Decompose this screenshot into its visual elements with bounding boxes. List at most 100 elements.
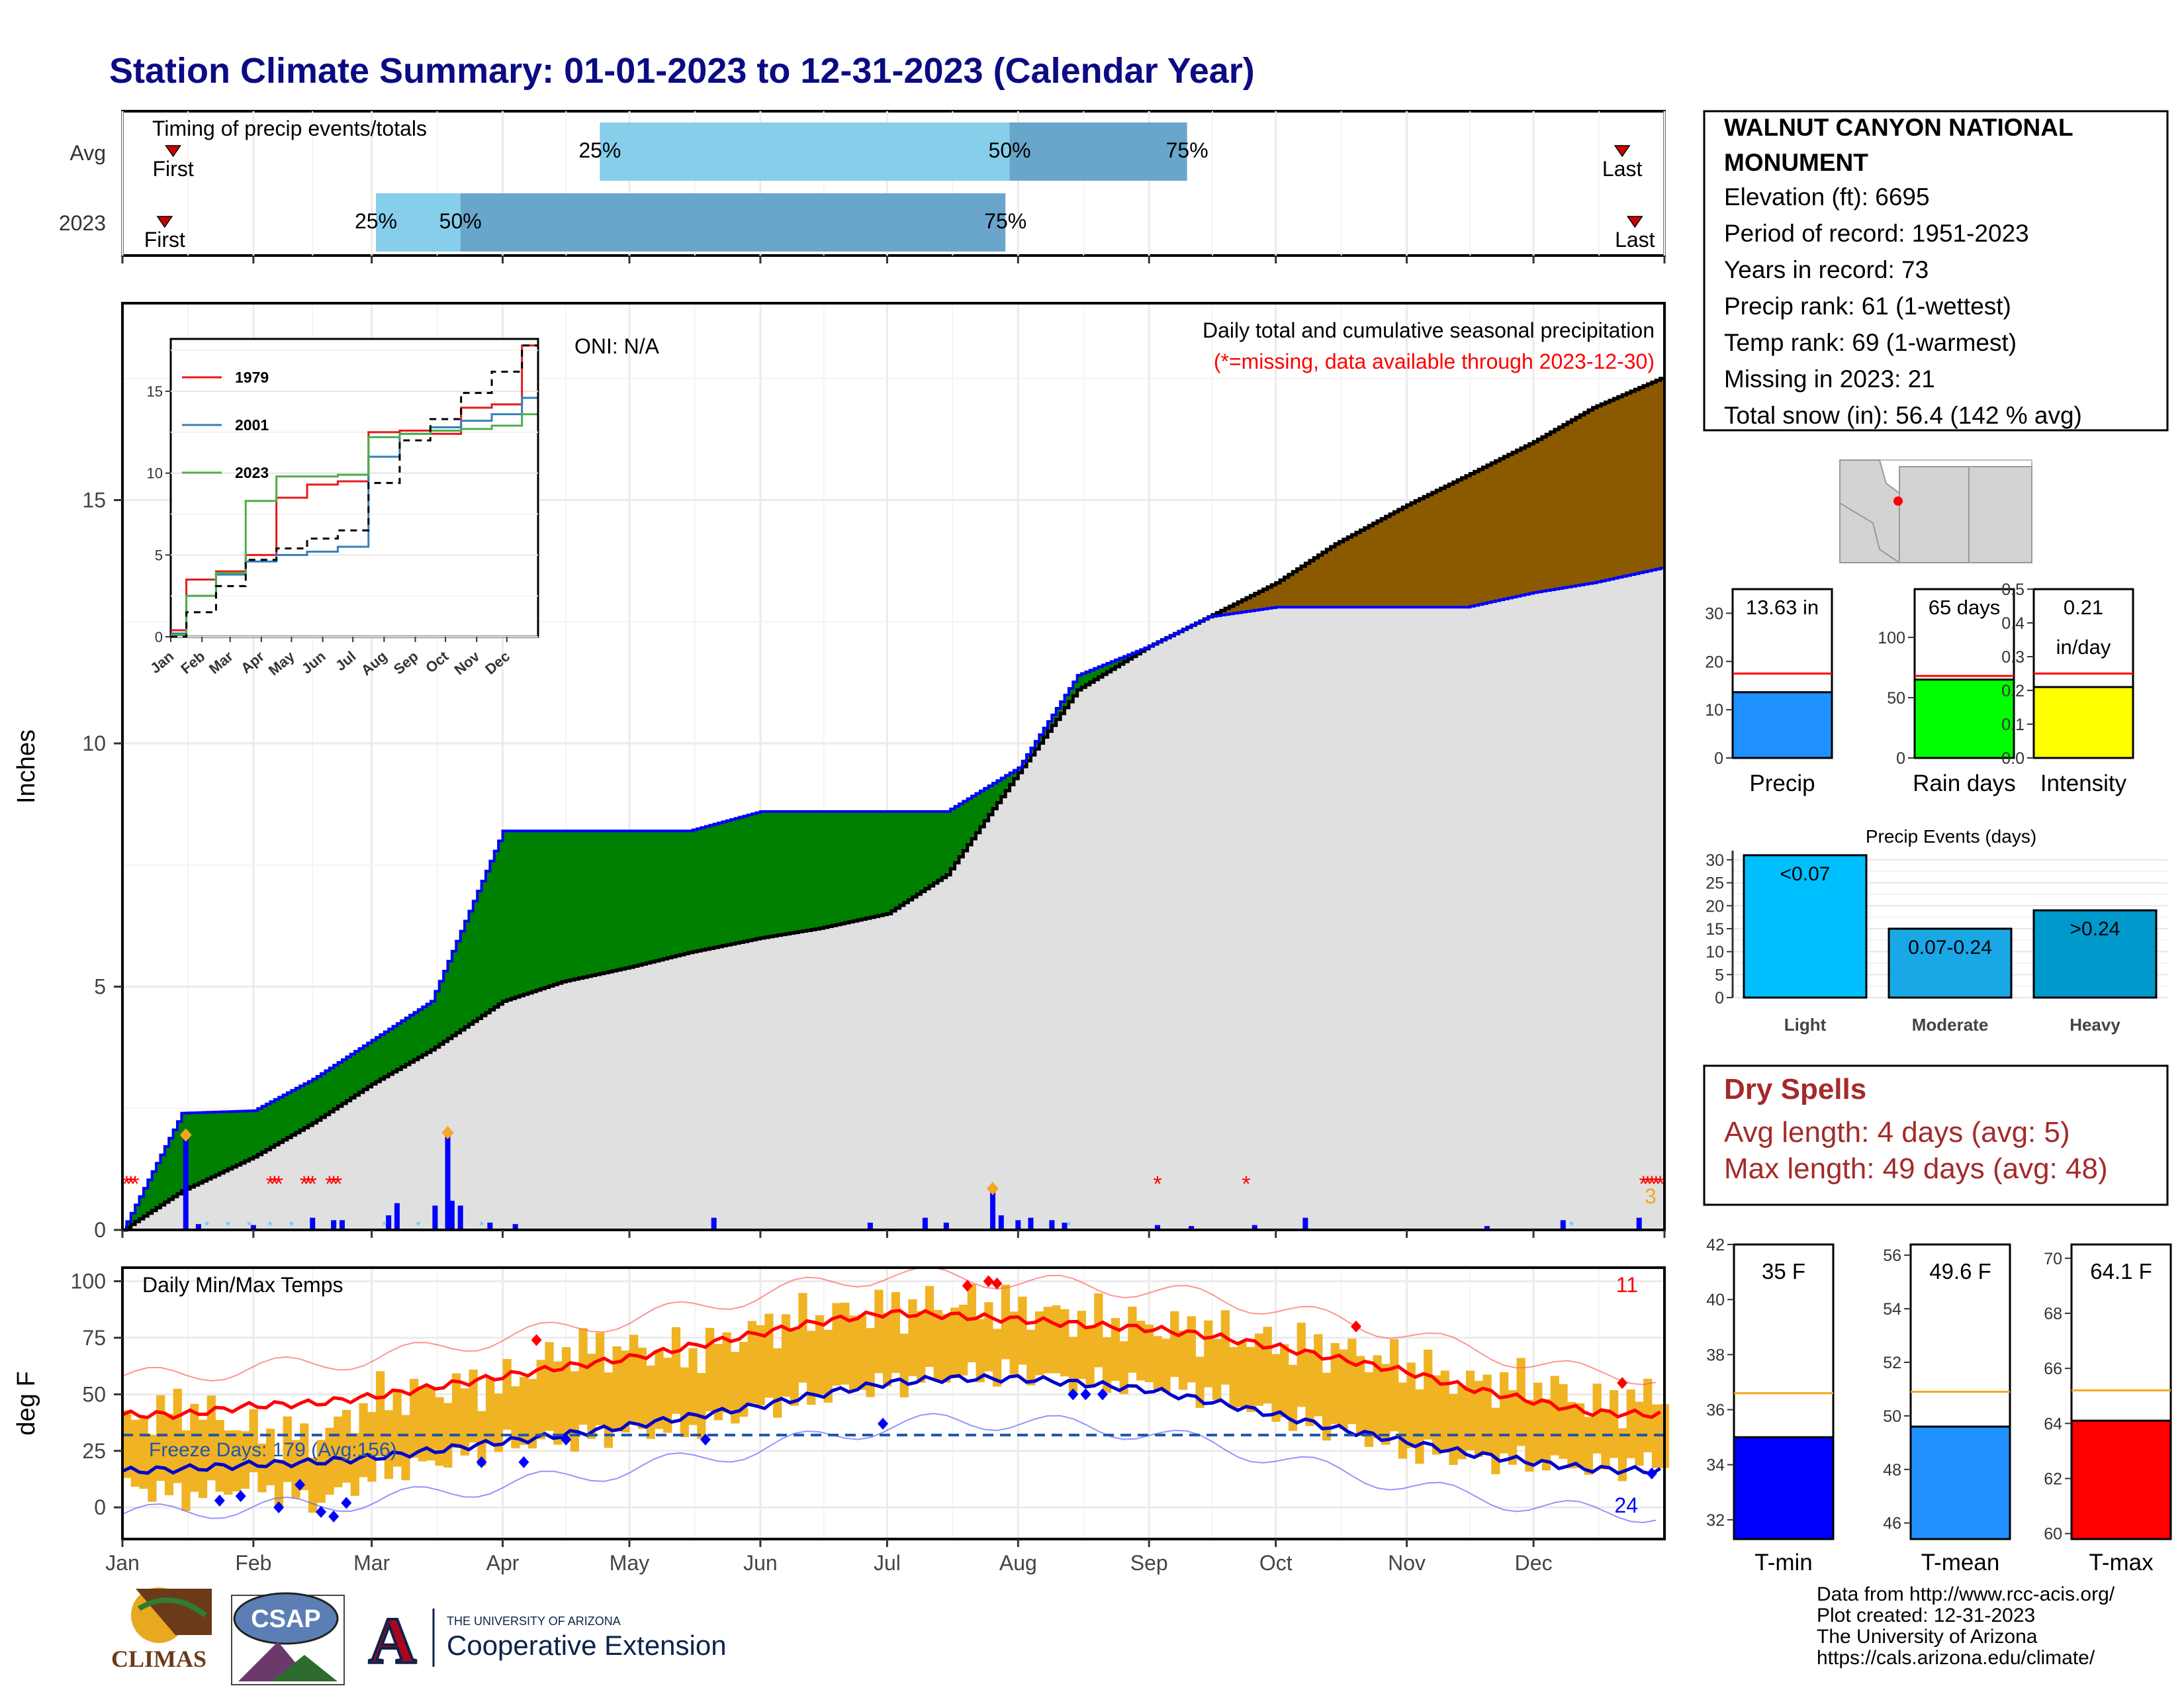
daily-precip-bar: [1560, 1220, 1566, 1230]
temp-summary-y-tick-label: 64: [2044, 1415, 2062, 1433]
precip-y-tick-label: 15: [82, 489, 106, 512]
temp-summary-y-tick-label: 54: [1883, 1300, 1901, 1319]
daily-temp-range-bar: [1406, 1362, 1416, 1448]
freeze-days-label: Freeze Days: 179 (Avg:156): [149, 1439, 397, 1461]
footer-url: https://cals.arizona.edu/climate/: [1817, 1647, 2095, 1669]
mini-chart-y-tick-label: 0.0: [2001, 749, 2025, 768]
events-category-label: Moderate: [1912, 1015, 1989, 1035]
daily-temp-range-bar: [621, 1350, 630, 1433]
events-title: Precip Events (days): [1866, 826, 2036, 847]
record-low-count: 24: [1614, 1493, 1638, 1517]
last-event-marker: [1614, 145, 1631, 158]
daily-temp-range-bar: [899, 1333, 909, 1397]
month-label: Nov: [1388, 1551, 1426, 1575]
daily-temp-range-bar: [1034, 1311, 1044, 1376]
missing-day-marker: *: [334, 1172, 342, 1197]
month-label: Oct: [1259, 1551, 1293, 1575]
daily-temp-range-bar: [1474, 1381, 1484, 1457]
daily-temp-range-bar: [731, 1352, 740, 1424]
daily-temp-range-bar: [663, 1357, 672, 1433]
daily-temp-range-bar: [917, 1311, 926, 1383]
mini-chart-y-tick-label: 0.3: [2001, 648, 2025, 667]
daily-precip-bar: [867, 1222, 873, 1230]
missing-count: 3: [1645, 1184, 1657, 1208]
missing-day-marker: *: [270, 1172, 279, 1197]
csap-logo-text: CSAP: [251, 1605, 321, 1633]
ua-block-a: A: [369, 1604, 416, 1677]
temp-panel: 0 25 50 75 100 deg F Daily Min/Max Temps Fre…: [13, 1266, 1669, 1575]
daily-temp-range-bar: [570, 1371, 579, 1452]
daily-temp-range-bar: [976, 1319, 985, 1383]
csap-logo: CSAP: [231, 1592, 345, 1685]
daily-temp-range-bar: [1541, 1399, 1551, 1471]
daily-temp-range-bar: [1390, 1339, 1399, 1432]
daily-temp-range-bar: [1482, 1374, 1492, 1454]
climas-logo-text: CLIMAS: [111, 1646, 206, 1672]
daily-temp-range-bar: [688, 1348, 698, 1425]
daily-temp-range-bar: [553, 1361, 563, 1445]
daily-temp-range-bar: [249, 1409, 258, 1473]
daily-temp-range-bar: [316, 1440, 326, 1503]
precip-base-area: [122, 568, 1664, 1230]
daily-temp-range-bar: [401, 1415, 410, 1481]
mini-chart-y-tick-label: 20: [1705, 653, 1723, 671]
daily-temp-range-bar: [1052, 1305, 1061, 1374]
daily-precip-bar: [1636, 1217, 1642, 1230]
daily-temp-range-bar: [561, 1347, 571, 1438]
daily-temp-range-bar: [1533, 1382, 1543, 1462]
temp-y-tick-label: 50: [82, 1382, 106, 1406]
daily-temp-range-bar: [469, 1370, 478, 1443]
daily-precip-bar: [457, 1205, 463, 1230]
precip-deficit-area: [122, 378, 1664, 1230]
daily-temp-range-bar: [1398, 1382, 1408, 1459]
daily-temp-range-bar: [958, 1304, 968, 1376]
mini-chart-y-tick-label: 100: [1878, 629, 1905, 647]
temp-title: Daily Min/Max Temps: [142, 1273, 343, 1297]
daily-temp-range-bar: [1314, 1334, 1323, 1417]
temp-y-axis-label: deg F: [13, 1371, 40, 1435]
month-label: Apr: [486, 1551, 520, 1575]
daily-temp-range-bar: [215, 1420, 224, 1492]
daily-precip-bar: [331, 1220, 337, 1230]
daily-temp-range-bar: [1018, 1296, 1027, 1365]
events-y-tick-label: 5: [1715, 966, 1724, 984]
daily-temp-range-bar: [1119, 1341, 1128, 1395]
timing-row-label-avg: Avg: [69, 141, 106, 165]
station-precip-rank: Precip rank: 61 (1-wettest): [1724, 293, 2011, 320]
daily-temp-range-bar: [266, 1429, 275, 1485]
temp-summary-y-tick-label: 70: [2044, 1250, 2062, 1268]
daily-temp-range-bar: [139, 1418, 148, 1489]
daily-temp-range-bar: [637, 1347, 647, 1429]
missing-day-marker: *: [308, 1172, 317, 1197]
record-high-marker: [991, 1277, 1003, 1289]
inset-series-2001: [171, 397, 537, 635]
daily-precip-bar: [1062, 1222, 1068, 1230]
figure-title: Station Climate Summary: 01-01-2023 to 1…: [109, 51, 1255, 91]
mini-chart-y-tick-label: 0: [1896, 749, 1905, 768]
daily-temp-range-bar: [1559, 1383, 1568, 1459]
daily-precip-bar: [1251, 1225, 1257, 1230]
daily-temp-range-bar: [545, 1342, 554, 1431]
daily-temp-range-bar: [1178, 1331, 1188, 1390]
daily-temp-range-bar: [451, 1373, 461, 1448]
daily-temp-range-bar: [781, 1314, 791, 1397]
mini-chart-y-tick-label: 30: [1705, 604, 1723, 623]
heavy-precip-marker: [987, 1182, 999, 1196]
events-bar: [2032, 909, 2158, 999]
missing-day-marker: *: [300, 1172, 308, 1197]
missing-day-marker: *: [304, 1172, 312, 1197]
daily-precip-bar: [195, 1224, 201, 1230]
daily-temp-range-bar: [1229, 1346, 1238, 1409]
station-missing: Missing in 2023: 21: [1724, 365, 1935, 393]
daily-temp-range-bar: [1204, 1320, 1213, 1387]
daily-temp-range-bar: [1626, 1389, 1635, 1458]
snow-marker: *: [1066, 1219, 1071, 1233]
daily-precip-bar: [512, 1224, 518, 1230]
mini-chart-value: 0.21: [2064, 596, 2103, 619]
quartile-label: 75%: [984, 209, 1026, 233]
daily-temp-range-bar: [1424, 1349, 1433, 1440]
record-low-marker: [328, 1510, 340, 1523]
daily-temp-range-bar: [1043, 1307, 1052, 1374]
daily-precip-bar: [1028, 1217, 1034, 1230]
dry-spells-title: Dry Spells: [1724, 1073, 1866, 1105]
